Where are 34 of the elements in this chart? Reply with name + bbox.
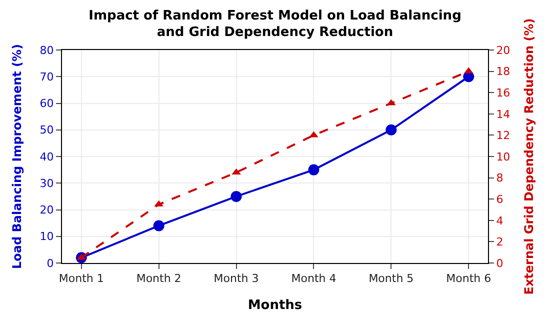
y2-tick-label: 0 [496,256,504,270]
x-tick-label: Month 6 [446,272,492,286]
y-tick-label: 50 [40,124,54,137]
y-tick-label: 20 [40,204,54,217]
point [386,124,397,136]
y2-tick-label: 2 [496,236,504,249]
y2-tick-label: 4 [496,214,504,228]
point [153,220,164,232]
y-tick-label: 70 [40,70,54,84]
y-tick-label: 40 [40,150,54,164]
y2-tick-label: 8 [496,172,504,185]
y2-tick-label: 20 [496,44,510,57]
y2-tick-label: 12 [496,129,510,142]
x-tick-label: Month 3 [214,272,259,286]
y-tick-label: 10 [40,230,54,244]
y-tick-label: 0 [46,256,54,270]
y2-tick-label: 10 [496,150,510,164]
y-tick-label: 30 [40,176,54,190]
x-tick-label: Month 4 [291,272,336,286]
point [308,164,320,176]
y2-tick-label: 6 [496,192,504,206]
x-axis-title: Months [248,298,302,313]
y2-tick-label: 18 [496,65,510,78]
point [230,190,242,202]
x-tick-label: Month 5 [368,272,414,286]
chart-title: Impact of Random Forest Model on Load Balancing and Grid Dependency Reduction [88,8,462,40]
x-tick-label: Month 1 [58,272,104,286]
x-tick-label: Month 2 [136,272,182,286]
y-axis-title: Load Balancing Improvement (%) [10,44,24,270]
y2-tick-label: 14 [496,108,510,121]
y-tick-label: 80 [40,44,54,57]
y2-tick-label: 16 [496,86,510,100]
y2-axis-title: External Grid Dependency Reduction (%) [522,18,536,295]
y-tick-label: 60 [40,97,54,110]
